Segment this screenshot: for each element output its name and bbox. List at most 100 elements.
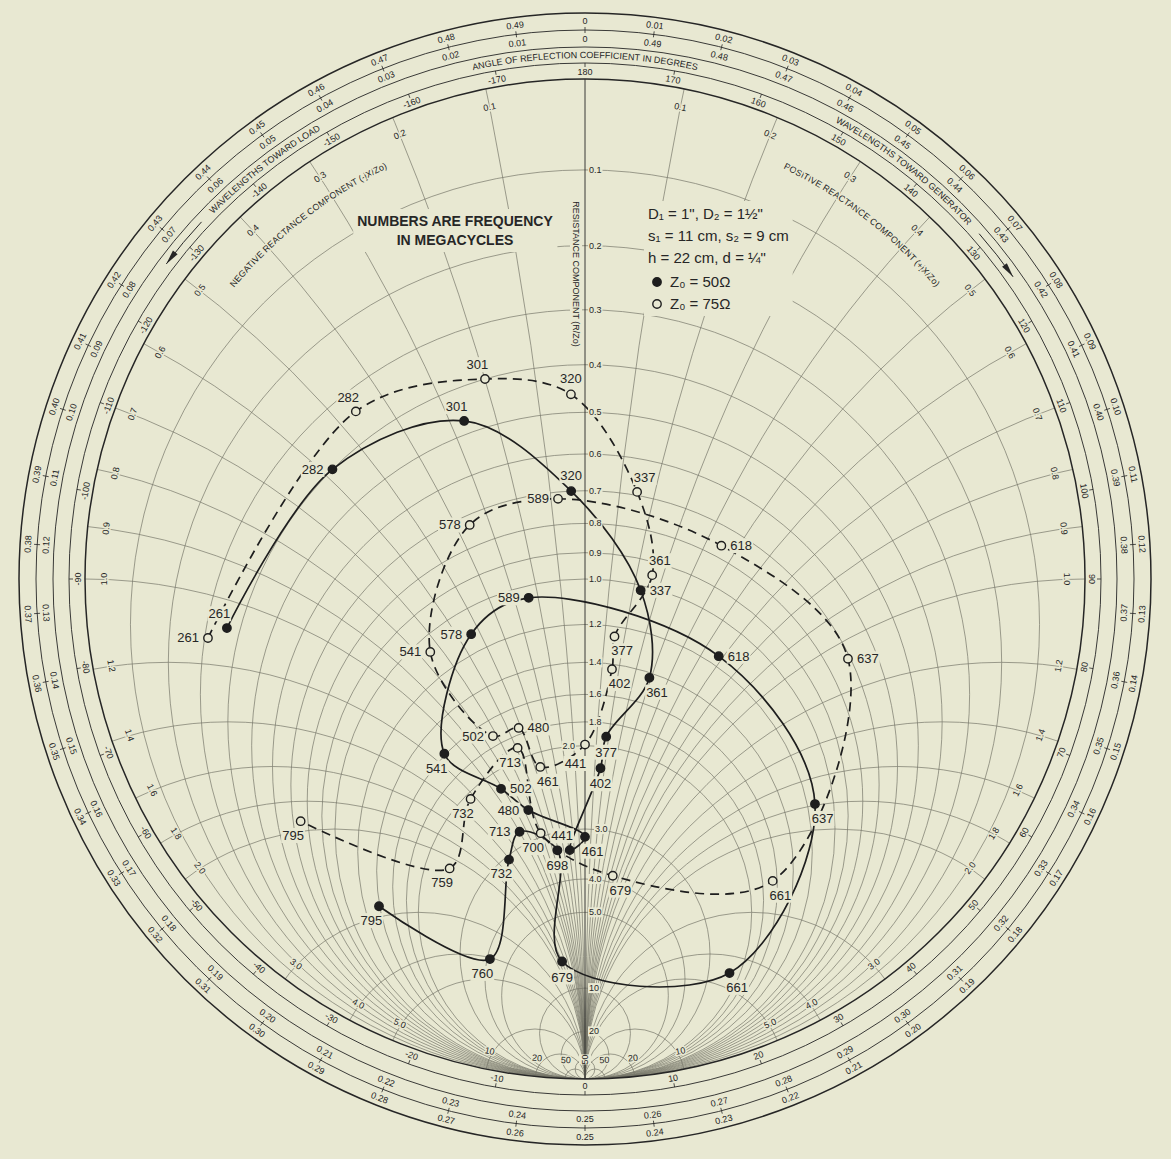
load-scale-tick [1130, 544, 1133, 545]
load-scale-tick [262, 135, 264, 137]
load-scale-label: 0.23 [441, 1095, 460, 1109]
frequency-point [581, 740, 589, 748]
positive-reactance-title-path: POSITIVE REACTANCE COMPONENT (+jX/Zo) [782, 161, 941, 289]
reactance-label: 0.6 [153, 345, 168, 361]
frequency-point [328, 465, 336, 473]
frequency-label: 502 [510, 781, 532, 796]
reactance-arc [585, 722, 1171, 1159]
generator-scale-tick [86, 344, 89, 345]
angle-scale-tick [1089, 667, 1093, 669]
frequency-label: 480 [498, 803, 520, 818]
frequency-label-group: 795 [281, 828, 305, 843]
frequency-label-group: 261 [207, 606, 231, 621]
frequency-label-group: 679 [609, 883, 633, 898]
label-patch [588, 907, 603, 917]
smith-chart: -170-160-150-140-130-120-110-100-90-80-7… [0, 0, 1171, 1159]
load-scale-label: 0.12 [41, 536, 52, 554]
frequency-point [596, 764, 604, 772]
reactance-label: 50 [599, 1055, 609, 1065]
label-patch [550, 828, 574, 843]
load-scale-tick [1130, 613, 1133, 614]
label-patch [521, 840, 545, 855]
frequency-label-layer: 7004805026987134617134414614803774027324… [176, 357, 879, 995]
load-scale-label: 0.33 [1032, 858, 1050, 878]
angle-scale-label: -170 [487, 73, 506, 86]
label-patch [727, 649, 751, 664]
angle-scale-label: 50 [966, 898, 980, 912]
resistance-labels: 0.10.20.30.40.50.60.70.80.91.01.21.41.61… [561, 165, 608, 1064]
load-scale-label: 0.36 [1109, 671, 1122, 690]
load-arrow [166, 222, 201, 264]
reactance-label: 0.5 [962, 282, 978, 298]
reactance-label: 1.2 [105, 659, 117, 673]
frequency-point [648, 571, 656, 579]
resistance-label: 0.2 [589, 241, 602, 251]
generator-scale-label: 0.43 [146, 213, 165, 233]
load-scale-label: 0.48 [710, 49, 729, 63]
generator-scale-tick [908, 1023, 910, 1025]
load-scale-tick [906, 135, 908, 137]
reactance-arc [0, 79, 585, 1159]
label-patch [588, 574, 603, 584]
generator-scale-tick [653, 1124, 654, 1127]
generator-scale-label: 0.34 [72, 807, 89, 827]
annotation-layer: NUMBERS ARE FREQUENCYIN MEGACYCLESD₁ = 1… [353, 201, 792, 316]
frequency-point [514, 724, 522, 732]
generator-scale: 00.010.020.030.040.050.060.070.080.090.1… [23, 16, 1148, 1142]
angle-scale-label: -130 [187, 243, 206, 263]
generator-scale-label: 0 [582, 16, 587, 26]
generator-scale-label: 0.33 [105, 868, 123, 888]
frequency-label-group: 541 [399, 644, 423, 659]
frequency-label: 713 [499, 755, 521, 770]
resistance-label-group: 0.8 [588, 518, 603, 528]
frequency-label-group: 377 [594, 745, 618, 760]
generator-scale-label: 0.07 [1006, 213, 1025, 233]
angle-scale-label: 160 [750, 95, 768, 110]
generator-scale-label: 0.15 [1108, 742, 1123, 762]
reactance-arc [85, 829, 585, 1159]
frequency-label: 679 [610, 883, 632, 898]
generator-scale-tick [515, 1124, 516, 1127]
label-patch [588, 360, 603, 370]
frequency-point [554, 495, 562, 503]
scale-ring [69, 63, 1101, 1095]
label-patch [301, 462, 325, 477]
generator-scale-tick [119, 283, 122, 285]
scale-label-layer: NEGATIVE REACTANCE COMPONENT (-jX/Zo)POS… [99, 101, 1072, 1065]
frequency-label-group: 661 [768, 888, 792, 903]
generator-scale-label: 0.40 [47, 397, 62, 417]
label-patch [589, 776, 613, 791]
label-patch [425, 761, 449, 776]
resistance-label: 50 [580, 1054, 590, 1064]
frequency-point [537, 829, 545, 837]
load-scale-label: 0.05 [258, 133, 278, 151]
generator-arrow [979, 234, 1013, 277]
generator-scale-tick [60, 748, 63, 750]
angle-title: ANGLE OF REFLECTION COEFFICIENT IN DEGRE… [471, 50, 698, 72]
resistance-label-group: 3.0 [594, 824, 609, 834]
load-scale-tick [88, 811, 91, 812]
load-scale-tick [1006, 229, 1008, 231]
angle-scale-tick [914, 971, 917, 974]
reactance-label: 20 [628, 1053, 639, 1064]
load-title-path: WAVELENGTHS TOWARD LOAD [207, 123, 322, 216]
load-scale-label: 0.27 [710, 1095, 729, 1109]
frequency-point [460, 417, 468, 425]
generator-scale-label: 0.02 [714, 32, 733, 46]
generator-scale-tick [515, 31, 516, 34]
angle-scale-label: -160 [401, 95, 421, 111]
load-scale-tick [121, 872, 124, 874]
angle-scale-label: -60 [138, 824, 153, 840]
resistance-label: 2.0 [562, 741, 575, 751]
frequency-label: 795 [361, 913, 383, 928]
frequency-point [645, 674, 653, 682]
generator-scale-tick [34, 544, 37, 545]
frequency-label-group: 461 [536, 774, 560, 789]
frequency-label-group: 637 [856, 651, 880, 666]
note: NUMBERS ARE FREQUENCYIN MEGACYCLES [353, 209, 557, 252]
label-patch [594, 745, 618, 760]
reactance-label: 1.4 [123, 728, 137, 743]
frequency-point [610, 632, 618, 640]
frequency-point [567, 487, 575, 495]
label-patch [609, 883, 633, 898]
